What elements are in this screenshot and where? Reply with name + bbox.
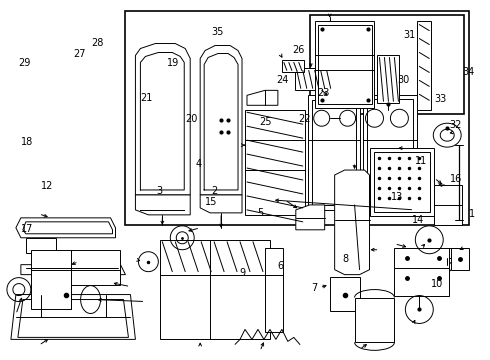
Bar (245, 110, 305, 215)
Text: 3: 3 (156, 186, 162, 196)
Bar (434, 185, 462, 225)
Text: 6: 6 (278, 261, 284, 271)
Text: 32: 32 (449, 121, 462, 130)
Polygon shape (247, 90, 278, 105)
Bar (367, 99, 414, 181)
Text: 1: 1 (468, 209, 475, 219)
Text: 19: 19 (167, 58, 179, 68)
Polygon shape (296, 205, 325, 230)
Bar (265, 248, 283, 332)
Text: 21: 21 (140, 93, 152, 103)
Bar (417, 21, 431, 110)
Text: 27: 27 (73, 49, 86, 59)
Text: 14: 14 (412, 215, 424, 225)
Bar (363, 95, 417, 185)
Bar (125, 11, 469, 225)
Text: 7: 7 (311, 283, 317, 293)
Polygon shape (18, 300, 128, 337)
Bar (394, 248, 449, 296)
Text: 8: 8 (343, 254, 349, 264)
Polygon shape (135, 195, 190, 215)
Bar (330, 276, 360, 311)
Bar (355, 298, 394, 342)
Text: 2: 2 (211, 186, 217, 196)
Bar (439, 248, 457, 258)
Text: 20: 20 (185, 114, 198, 124)
Text: 16: 16 (450, 174, 462, 184)
Text: 30: 30 (397, 75, 410, 85)
Polygon shape (23, 222, 113, 234)
Text: 10: 10 (431, 279, 443, 289)
Bar (312, 100, 356, 205)
Text: 23: 23 (317, 88, 330, 98)
Bar (308, 95, 360, 210)
Polygon shape (11, 294, 135, 339)
Bar (160, 240, 270, 339)
Text: 18: 18 (22, 138, 34, 147)
Bar (318, 24, 371, 104)
Text: 13: 13 (392, 192, 404, 202)
Text: 34: 34 (462, 67, 474, 77)
Bar (369, 148, 434, 216)
Text: 35: 35 (212, 27, 224, 37)
Polygon shape (335, 170, 369, 275)
Polygon shape (200, 45, 242, 195)
Bar (282, 60, 304, 72)
Text: 28: 28 (91, 38, 103, 48)
Polygon shape (200, 195, 242, 213)
Text: 12: 12 (41, 181, 53, 191)
Polygon shape (16, 218, 116, 238)
Text: 26: 26 (293, 45, 305, 55)
Polygon shape (21, 265, 125, 275)
Text: 24: 24 (277, 75, 289, 85)
Bar (26, 238, 56, 253)
Text: 5: 5 (257, 208, 263, 218)
Text: 29: 29 (18, 58, 30, 68)
Text: 25: 25 (260, 117, 272, 127)
Text: 9: 9 (240, 267, 246, 278)
Text: 4: 4 (195, 159, 201, 169)
Polygon shape (31, 250, 121, 310)
Bar (451, 248, 469, 270)
Bar (310, 15, 464, 114)
Text: 17: 17 (21, 225, 33, 234)
Text: 15: 15 (205, 197, 218, 207)
Bar (373, 152, 430, 212)
Bar (315, 21, 374, 108)
Text: 11: 11 (415, 156, 427, 166)
Polygon shape (135, 44, 190, 195)
Text: 31: 31 (404, 30, 416, 40)
Bar (377, 55, 399, 103)
Text: 33: 33 (435, 94, 447, 104)
Text: 22: 22 (299, 114, 311, 124)
Bar (295, 68, 335, 90)
